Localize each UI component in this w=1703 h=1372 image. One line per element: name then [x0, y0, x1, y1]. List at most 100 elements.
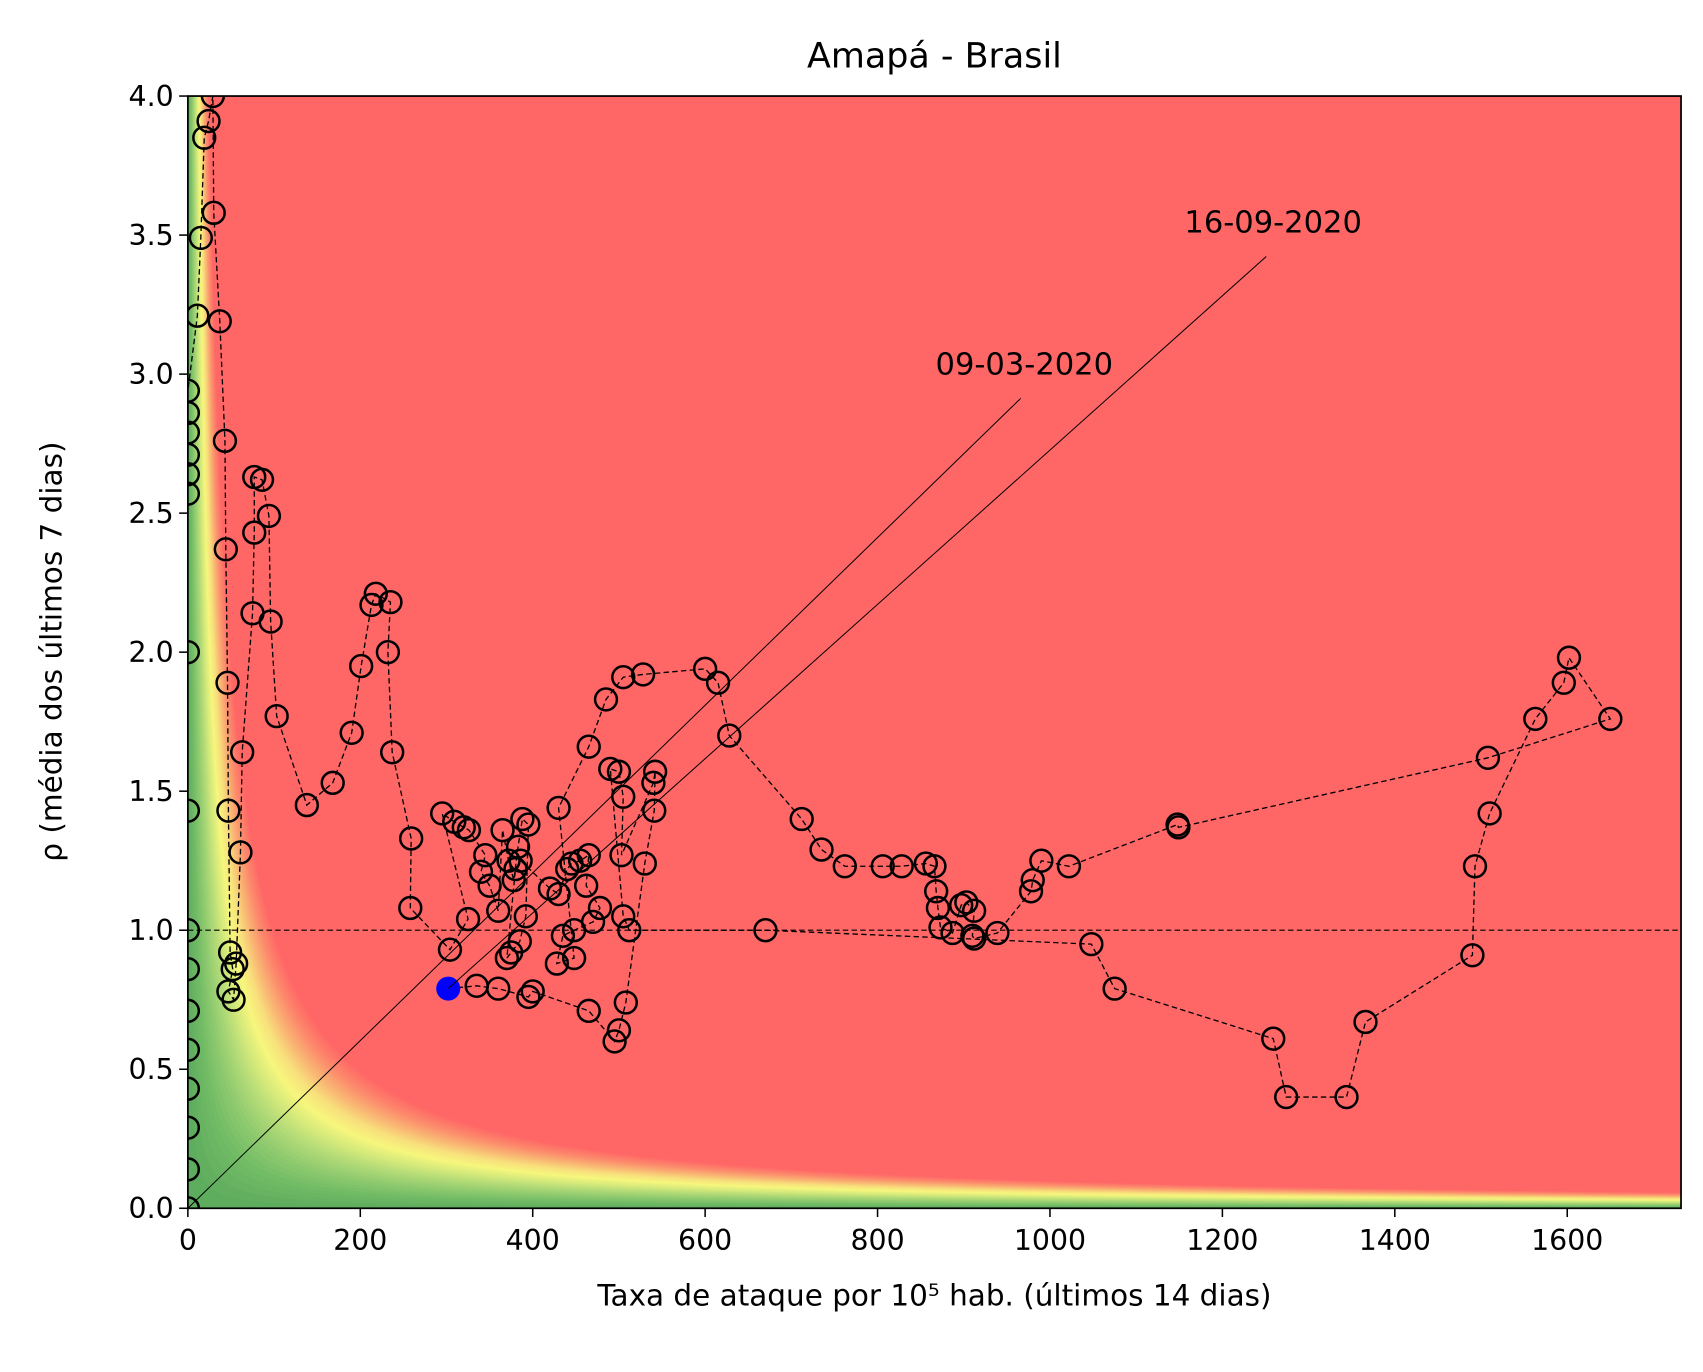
data-point — [561, 945, 587, 971]
data-point — [546, 795, 571, 821]
data-point — [187, 1037, 201, 1062]
x-tick-label: 1400 — [1359, 1224, 1431, 1257]
data-point — [516, 984, 541, 1010]
data-point — [200, 96, 226, 109]
data-point — [187, 400, 201, 426]
data-point — [187, 639, 201, 665]
annotation-arrow — [187, 398, 1022, 1209]
data-point — [223, 951, 249, 976]
data-point — [544, 951, 570, 976]
data-point — [464, 973, 489, 999]
y-tick-label: 1.0 — [129, 914, 174, 947]
data-point — [216, 798, 241, 823]
data-point — [576, 842, 601, 868]
data-point — [1274, 1084, 1299, 1110]
data-point — [1018, 879, 1044, 904]
data-point — [1029, 848, 1054, 873]
data-point — [212, 428, 238, 454]
data-point — [187, 798, 201, 823]
data-point — [611, 904, 636, 929]
data-point — [555, 856, 580, 882]
data-point — [1523, 706, 1548, 732]
y-tick-label: 0.5 — [129, 1053, 174, 1086]
data-point — [832, 854, 857, 879]
data-point — [363, 581, 388, 606]
data-point — [1551, 670, 1576, 695]
annotation-label: 09-03-2020 — [936, 347, 1114, 382]
data-point — [230, 740, 255, 765]
data-point — [602, 1029, 627, 1054]
data-point — [473, 842, 498, 868]
data-point — [576, 734, 601, 759]
data-point — [249, 467, 275, 492]
risk-band — [187, 96, 1682, 1209]
data-point — [985, 920, 1010, 946]
data-point — [1598, 706, 1623, 732]
data-point — [705, 670, 731, 695]
data-point — [961, 898, 987, 923]
data-point — [437, 937, 463, 962]
data-point — [264, 703, 289, 729]
y-tick-label: 4.0 — [129, 80, 174, 113]
data-point — [498, 940, 524, 965]
data-point — [510, 806, 535, 832]
data-point — [187, 481, 201, 506]
y-axis-label: ρ (média dos últimos 7 dias) — [34, 442, 68, 862]
y-tick-label: 2.5 — [129, 497, 174, 530]
x-tick-label: 400 — [506, 1224, 560, 1257]
data-point — [258, 609, 283, 634]
data-point — [789, 806, 814, 832]
data-point — [430, 801, 455, 826]
data-point — [207, 309, 232, 334]
data-point — [339, 720, 364, 745]
data-point — [375, 639, 401, 665]
data-point — [494, 945, 520, 971]
data-point — [1477, 801, 1502, 826]
trajectory-line — [187, 96, 1612, 1209]
x-tick-label: 1600 — [1531, 1224, 1603, 1257]
data-point — [928, 915, 953, 940]
data-point — [550, 923, 576, 948]
data-point — [294, 792, 320, 818]
data-point — [348, 653, 374, 679]
data-point — [451, 815, 476, 840]
y-tick-label: 2.0 — [129, 636, 174, 669]
data-point — [1353, 1009, 1378, 1035]
data-point — [398, 895, 423, 921]
data-point — [213, 537, 238, 562]
y-tick-label: 3.5 — [129, 219, 174, 252]
data-point — [692, 656, 718, 682]
data-point — [508, 848, 533, 873]
x-tick-label: 1000 — [1014, 1224, 1086, 1257]
data-point — [1102, 976, 1127, 1001]
data-point — [606, 1018, 632, 1043]
annotation-arrow — [447, 256, 1267, 989]
data-point — [513, 904, 538, 929]
data-point — [641, 770, 666, 796]
x-axis-label: Taxa de ataque por 10⁵ hab. (últimos 14 … — [596, 1278, 1271, 1312]
x-tick-label: 1200 — [1186, 1224, 1258, 1257]
x-tick-label: 600 — [678, 1224, 732, 1257]
data-point — [187, 956, 201, 982]
data-point — [242, 520, 267, 545]
data-point — [1556, 645, 1582, 670]
data-point — [187, 998, 201, 1024]
data-point — [187, 303, 210, 328]
plot-area — [187, 96, 1682, 1209]
y-tick-label: 3.0 — [129, 358, 174, 391]
data-point — [632, 851, 657, 876]
data-point — [187, 420, 201, 445]
data-point — [642, 759, 668, 784]
data-point — [642, 798, 667, 823]
x-tick-label: 0 — [179, 1224, 197, 1257]
data-point — [809, 837, 834, 862]
data-point — [187, 1076, 201, 1101]
data-point — [753, 918, 778, 943]
data-point — [630, 662, 656, 687]
data-point — [188, 225, 213, 251]
y-tick-label: 0.0 — [129, 1192, 174, 1225]
data-point — [954, 890, 979, 915]
data-point — [196, 108, 221, 134]
data-point — [593, 687, 619, 712]
data-point — [1261, 1026, 1286, 1051]
